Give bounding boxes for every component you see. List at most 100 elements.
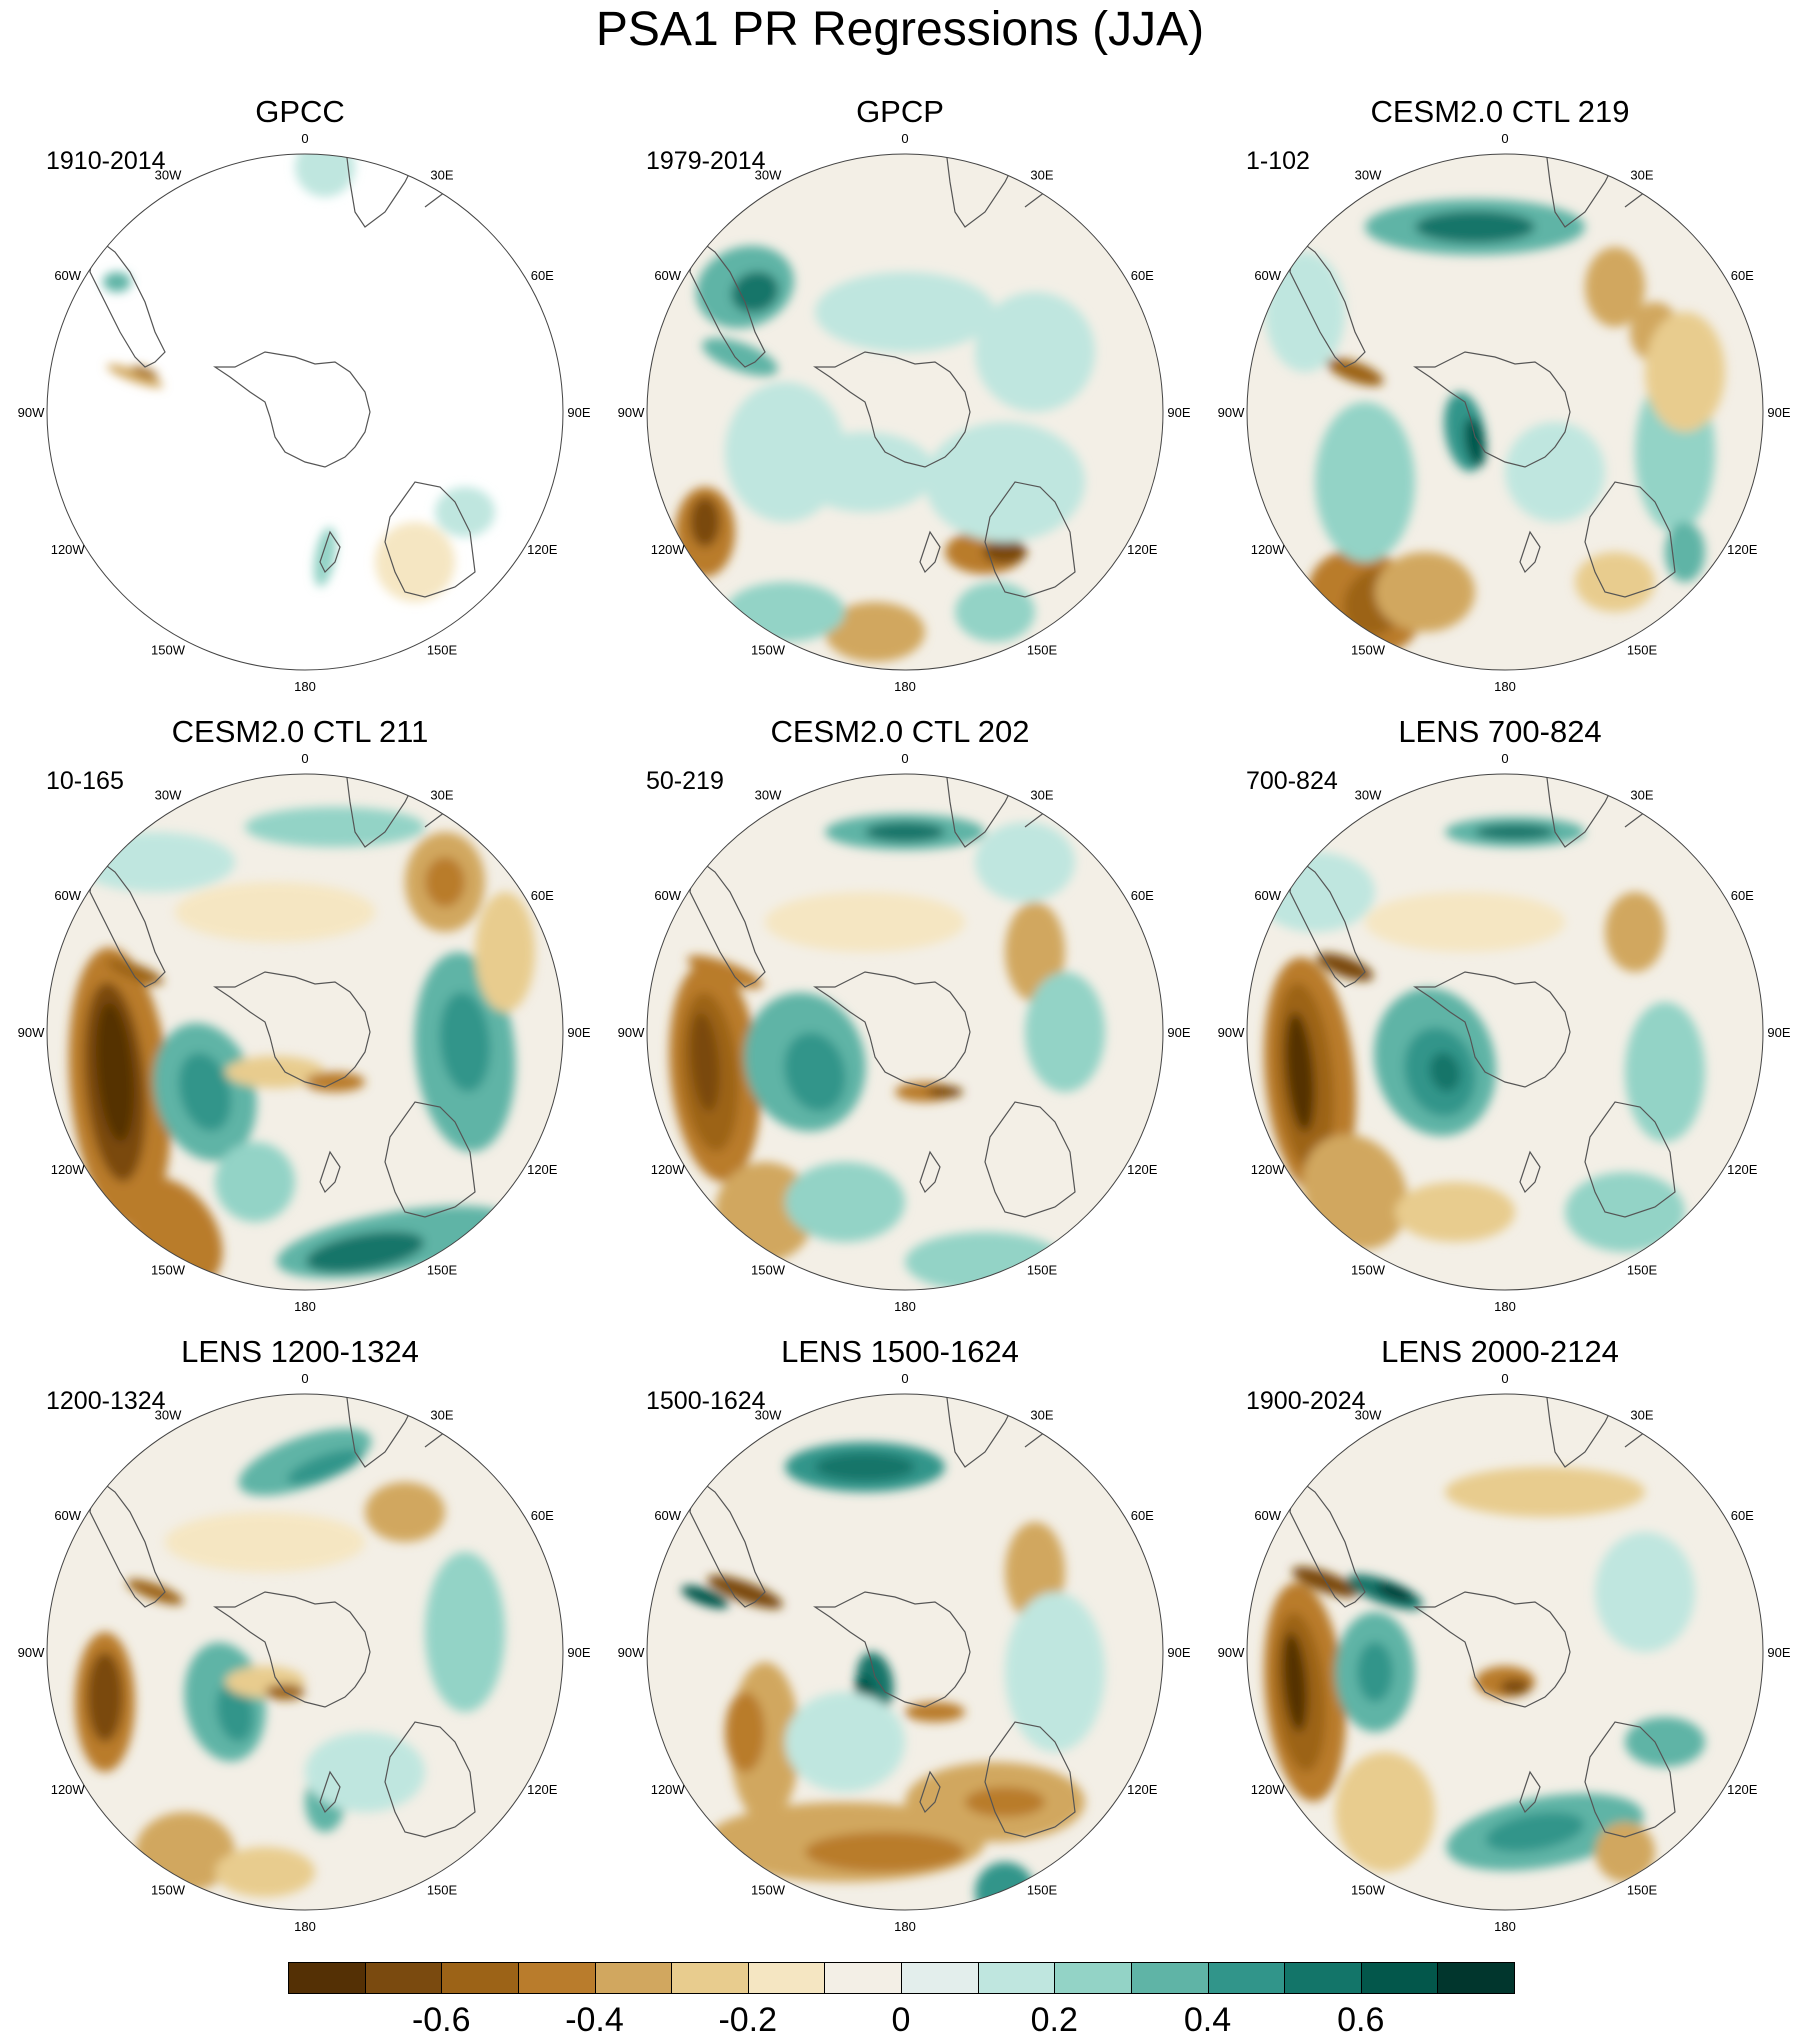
longitude-label: 120E [1727,542,1758,557]
longitude-label: 150E [1027,1262,1058,1277]
longitude-label: 150E [1627,1262,1658,1277]
longitude-label: 0 [301,131,308,146]
longitude-label: 0 [1501,1371,1508,1386]
longitude-label: 120E [1727,1782,1758,1797]
negative-anomaly [1316,953,1374,981]
panel-period-label: 1500-1624 [646,1387,766,1415]
negative-anomaly [1365,892,1565,952]
longitude-label: 120W [1251,1782,1286,1797]
longitude-label: 30E [1030,168,1053,183]
longitude-label: 30W [1355,1408,1382,1423]
positive-anomaly [784,1032,846,1112]
longitude-label: 0 [901,1371,908,1386]
longitude-label: 180 [894,1919,916,1934]
longitude-label: 60W [1254,888,1281,903]
positive-anomaly [1505,422,1605,522]
longitude-label: 120E [1127,542,1158,557]
positive-anomaly [1464,417,1486,467]
longitude-label: 90W [18,1025,45,1040]
longitude-label: 30E [1630,788,1653,803]
longitude-label: 0 [301,751,308,766]
positive-anomaly [435,487,495,537]
positive-anomaly [313,527,337,587]
negative-anomaly [1375,552,1475,632]
longitude-label: 180 [894,679,916,694]
colorbar-tick-label: 0 [891,2001,911,2039]
longitude-label: 90W [1218,405,1245,420]
longitude-label: 60W [54,268,81,283]
longitude-label: 90W [18,1645,45,1660]
negative-anomaly [165,1512,365,1572]
longitude-label: 0 [901,131,908,146]
negative-anomaly [87,1652,123,1742]
longitude-label: 150E [1627,1882,1658,1897]
negative-anomaly [707,1575,783,1609]
colorbar-segment [977,1962,1056,1994]
negative-anomaly [1395,1182,1515,1242]
longitude-label: 60W [654,888,681,903]
positive-anomaly [1315,402,1415,562]
panel-period-label: 1900-2024 [1246,1387,1366,1415]
longitude-label: 90W [1218,1645,1245,1660]
longitude-label: 90E [1167,1025,1190,1040]
coastlines [689,154,1076,598]
colorbar-tick-label: 0.2 [1030,2001,1078,2039]
map-outline [646,153,1164,671]
longitude-label: 30E [430,1408,453,1423]
longitude-label: 90E [1167,405,1190,420]
longitude-label: 90W [18,405,45,420]
colorbar-segment [1360,1962,1439,1994]
map-outline [46,773,564,1291]
map-outline [46,1393,564,1911]
map-panel: LENS 1500-1624 1500-1624 0 30E 60E 90E 120E 150… [600,1240,1200,1934]
longitude-label: 90E [1767,405,1790,420]
longitude-label: 180 [294,1299,316,1314]
longitude-label: 30W [1355,168,1382,183]
positive-anomaly [865,822,945,842]
panel-period-label: 1979-2014 [646,147,766,175]
positive-anomaly [245,807,425,847]
longitude-label: 60E [1731,888,1754,903]
longitude-label: 30E [430,788,453,803]
negative-anomaly [106,364,164,388]
longitude-label: 30E [1030,788,1053,803]
polar-map: 0 30E 60E 90E 120E 150E 180 150W 120W 90W 60W 30W [18,131,591,694]
panel-title: LENS 2000-2124 [1381,1334,1619,1369]
figure-title: PSA1 PR Regressions (JJA) [595,3,1205,56]
positive-anomaly [287,1449,363,1485]
longitude-label: 60E [1131,888,1154,903]
colorbar-segment [1054,1962,1132,1994]
colorbar-tick-label: 0.4 [1183,2001,1232,2039]
longitude-label: 150E [427,1882,458,1897]
positive-anomaly [1475,824,1555,840]
map-panel: GPCP 1979-2014 0 30E 60E 90E 120E 150E 180 150W 12… [600,0,1200,694]
longitude-label: 120W [1251,542,1286,557]
longitude-label: 120E [527,1782,558,1797]
panel-title: GPCC [255,94,345,129]
negative-anomaly [725,1692,765,1772]
panel-period-label: 10-165 [46,767,124,795]
negative-anomaly [687,955,763,989]
positive-anomaly [1415,211,1535,243]
longitude-label: 0 [901,751,908,766]
longitude-label: 150W [751,1882,786,1897]
longitude-label: 150W [751,642,786,657]
longitude-label: 30W [155,1408,182,1423]
positive-anomaly [215,1142,295,1222]
longitude-label: 150W [1351,1882,1386,1897]
negative-anomaly [1326,358,1384,386]
coastlines [89,154,476,598]
longitude-label: 180 [894,1299,916,1314]
positive-anomaly [815,1453,915,1481]
negative-anomaly [765,892,965,952]
positive-anomaly [295,154,355,197]
coastlines [1289,154,1676,598]
longitude-label: 60E [1731,1508,1754,1523]
longitude-label: 180 [294,679,316,694]
map-outline [646,1393,1164,1911]
positive-anomaly [1265,252,1345,372]
negative-anomaly [1291,1566,1359,1598]
positive-anomaly [1665,522,1705,582]
negative-anomaly [1645,312,1725,432]
negative-anomaly [1500,1679,1530,1695]
